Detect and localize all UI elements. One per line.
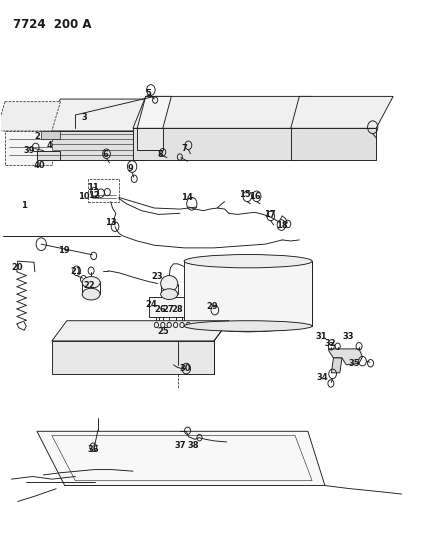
Polygon shape: [5, 131, 52, 165]
Polygon shape: [133, 96, 312, 128]
Text: 1: 1: [21, 201, 27, 210]
Polygon shape: [328, 349, 363, 365]
Text: 33: 33: [343, 332, 354, 341]
Text: 16: 16: [250, 192, 261, 201]
Bar: [149, 297, 198, 317]
Text: 29: 29: [206, 302, 218, 311]
Text: 34: 34: [317, 373, 329, 382]
Text: 8: 8: [158, 150, 163, 159]
Text: 27: 27: [163, 304, 174, 313]
Text: 11: 11: [86, 183, 98, 192]
Ellipse shape: [82, 277, 100, 288]
Text: 17: 17: [264, 210, 275, 219]
Text: 13: 13: [105, 218, 116, 227]
Text: 4: 4: [47, 141, 53, 150]
Text: 10: 10: [78, 192, 90, 201]
Text: 6: 6: [102, 150, 108, 159]
Text: 23: 23: [152, 272, 163, 280]
Text: 32: 32: [324, 339, 336, 348]
Polygon shape: [37, 431, 325, 486]
Text: 38: 38: [188, 441, 199, 450]
Text: 21: 21: [71, 268, 83, 276]
Bar: [88, 179, 119, 201]
Polygon shape: [291, 96, 393, 128]
Text: 25: 25: [158, 327, 169, 336]
Polygon shape: [43, 99, 163, 131]
Text: 22: 22: [83, 280, 95, 289]
Polygon shape: [0, 102, 60, 131]
Text: 14: 14: [181, 193, 193, 202]
Text: 20: 20: [11, 263, 23, 272]
Polygon shape: [43, 131, 146, 160]
Text: 28: 28: [171, 304, 183, 313]
Polygon shape: [137, 96, 171, 128]
Ellipse shape: [82, 288, 100, 300]
Text: 24: 24: [145, 300, 157, 309]
Text: 39: 39: [24, 146, 36, 155]
Text: 26: 26: [154, 304, 166, 313]
Text: 12: 12: [88, 191, 100, 200]
Text: 40: 40: [33, 161, 45, 170]
Text: 19: 19: [58, 246, 70, 255]
Polygon shape: [133, 128, 299, 160]
Bar: [41, 131, 60, 139]
Polygon shape: [52, 321, 229, 341]
Text: 30: 30: [179, 364, 191, 373]
Polygon shape: [184, 261, 312, 326]
Polygon shape: [137, 128, 163, 150]
Text: 9: 9: [128, 164, 134, 173]
Ellipse shape: [184, 321, 312, 332]
Ellipse shape: [184, 255, 312, 268]
Polygon shape: [52, 341, 214, 374]
Text: 37: 37: [175, 441, 187, 450]
Text: 36: 36: [88, 446, 99, 455]
Text: 2: 2: [34, 132, 40, 141]
Bar: [37, 151, 60, 160]
Text: 5: 5: [145, 89, 151, 98]
Text: 7724  200 A: 7724 200 A: [14, 18, 92, 31]
Text: 15: 15: [239, 190, 250, 199]
Polygon shape: [331, 358, 342, 373]
Text: 18: 18: [276, 221, 288, 230]
Ellipse shape: [160, 289, 178, 300]
Text: 35: 35: [348, 359, 360, 368]
Text: 3: 3: [81, 113, 87, 122]
Text: 31: 31: [316, 332, 327, 341]
Ellipse shape: [160, 276, 178, 292]
Text: 7: 7: [181, 144, 187, 153]
Polygon shape: [291, 128, 376, 160]
